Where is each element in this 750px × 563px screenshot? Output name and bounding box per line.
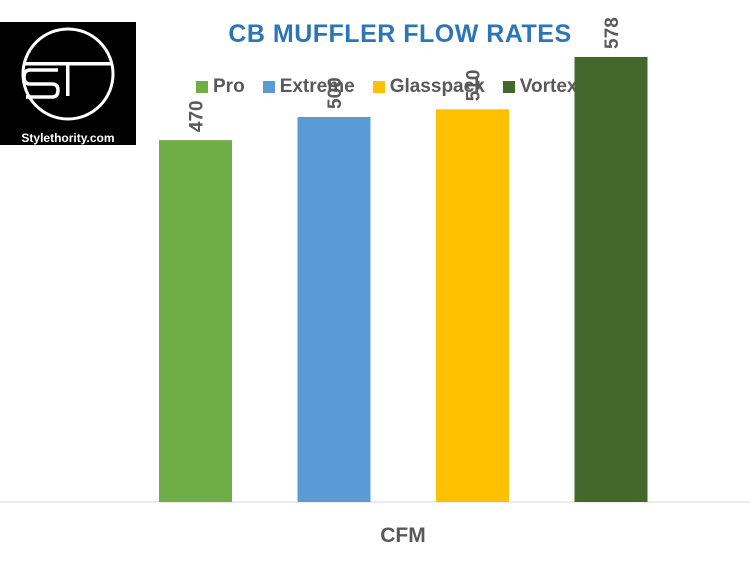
- x-axis-label: CFM: [380, 524, 426, 547]
- data-label-glasspack: 510: [464, 70, 485, 102]
- data-label-vortex: 578: [602, 17, 623, 49]
- legend-swatch-extreme: [262, 81, 275, 93]
- stylethority-logo-icon: [21, 27, 115, 121]
- legend-item-vortex: Vortex: [502, 76, 578, 98]
- legend: Pro Extreme Glasspack Vortex: [196, 76, 596, 98]
- logo: Stylethority.com: [0, 22, 136, 145]
- legend-swatch-pro: [196, 81, 208, 93]
- logo-caption: Stylethority.com: [21, 131, 115, 145]
- legend-label-extreme: Extreme: [279, 76, 355, 97]
- bar-vortex: [574, 56, 648, 502]
- legend-swatch-vortex: [502, 81, 515, 93]
- legend-item-pro: Pro: [196, 76, 245, 98]
- bar-pro: [159, 140, 232, 502]
- legend-label-glasspack: Glasspack: [389, 76, 485, 97]
- data-label-pro: 470: [187, 100, 208, 132]
- bar-extreme: [297, 117, 371, 502]
- data-label-extreme: 500: [325, 77, 346, 109]
- legend-item-extreme: Extreme: [262, 76, 355, 98]
- legend-label-vortex: Vortex: [519, 76, 578, 97]
- legend-swatch-glasspack: [372, 81, 385, 93]
- bars-group: 470 500 510 578: [159, 17, 648, 503]
- legend-item-glasspack: Glasspack: [372, 76, 485, 98]
- chart-title: CB MUFFLER FLOW RATES: [228, 20, 572, 48]
- legend-label-pro: Pro: [213, 76, 245, 97]
- bar-glasspack: [436, 109, 509, 503]
